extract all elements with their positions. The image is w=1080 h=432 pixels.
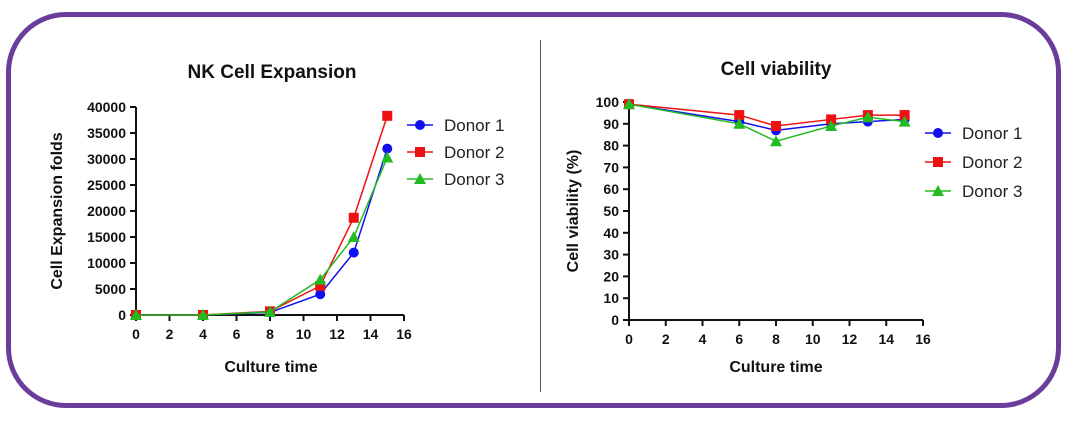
y-axis-label: Cell viability (%) (565, 150, 582, 273)
y-tick-label: 40000 (87, 99, 126, 115)
chart-nk-cell-expansion: NK Cell Expansion Culture time Cell Expa… (49, 62, 504, 376)
series-line-donor-1 (628, 103, 905, 132)
series-line-donor-3 (628, 103, 905, 143)
legend-marker-donor-1 (933, 128, 943, 138)
legend-marker-donor-1 (415, 120, 425, 130)
series-line-donor-2 (628, 103, 905, 127)
y-tick-label: 35000 (87, 125, 126, 141)
y-tick-label: 25000 (87, 177, 126, 193)
x-tick-label: 6 (735, 331, 743, 347)
data-point-donor-2 (899, 110, 910, 121)
legend-label-donor-3: Donor 3 (444, 170, 504, 189)
y-tick-label: 70 (603, 159, 619, 175)
y-tick-label: 20 (603, 268, 619, 284)
y-tick-label: 100 (596, 94, 620, 110)
data-point-donor-2 (348, 212, 359, 223)
data-point-donor-2 (382, 110, 393, 121)
data-point-donor-3 (825, 119, 838, 131)
y-tick-label: 0 (611, 312, 619, 328)
y-tick-label: 20000 (87, 203, 126, 219)
x-tick-label: 12 (329, 326, 345, 342)
x-tick-label: 4 (699, 331, 707, 347)
y-tick-label: 5000 (95, 281, 126, 297)
data-point-donor-3 (623, 98, 635, 110)
x-tick-label: 0 (625, 331, 633, 347)
y-tick-label: 30 (603, 247, 619, 263)
y-tick-label: 10000 (87, 255, 126, 271)
legend-marker-donor-3 (414, 173, 426, 184)
legend-marker-donor-3 (932, 185, 944, 196)
legend-label-donor-1: Donor 1 (962, 124, 1022, 143)
legend-marker-donor-2 (415, 147, 425, 157)
x-tick-label: 14 (363, 326, 379, 342)
legend-label-donor-1: Donor 1 (444, 116, 504, 135)
data-point-donor-1 (382, 143, 393, 154)
y-tick-label: 60 (603, 181, 619, 197)
x-axis-label: Culture time (729, 359, 822, 376)
data-point-donor-2 (315, 280, 326, 291)
legend-label-donor-2: Donor 2 (962, 153, 1022, 172)
panel-divider (540, 40, 541, 392)
x-tick-label: 10 (805, 331, 821, 347)
data-point-donor-2 (734, 110, 745, 121)
data-point-donor-3 (770, 135, 782, 147)
data-point-donor-3 (130, 309, 142, 320)
x-tick-label: 8 (772, 331, 780, 347)
y-tick-label: 50 (603, 203, 619, 219)
x-tick-label: 14 (878, 331, 894, 347)
x-tick-label: 2 (662, 331, 670, 347)
data-point-donor-3 (264, 305, 276, 317)
x-tick-label: 12 (842, 331, 858, 347)
data-point-donor-3 (861, 111, 874, 123)
x-tick-label: 0 (132, 326, 140, 342)
data-point-donor-1 (315, 289, 326, 300)
data-point-donor-3 (314, 273, 327, 285)
x-tick-label: 6 (233, 326, 241, 342)
y-tick-label: 40 (603, 225, 619, 241)
data-point-donor-3 (898, 115, 911, 127)
x-tick-label: 16 (915, 331, 931, 347)
series-line-donor-3 (136, 157, 388, 316)
x-tick-label: 4 (199, 326, 207, 342)
data-point-donor-2 (826, 114, 837, 125)
x-tick-label: 10 (296, 326, 312, 342)
chart-title: Cell viability (721, 59, 832, 80)
y-tick-label: 90 (603, 116, 619, 132)
data-point-donor-2 (771, 120, 781, 131)
legend-label-donor-2: Donor 2 (444, 143, 504, 162)
data-point-donor-1 (348, 247, 359, 258)
x-axis-label: Culture time (224, 359, 317, 376)
legend-label-donor-3: Donor 3 (962, 182, 1022, 201)
y-tick-label: 80 (603, 138, 619, 154)
legend-marker-donor-2 (933, 157, 943, 167)
data-point-donor-3 (197, 309, 209, 320)
y-tick-label: 0 (118, 307, 126, 323)
chart-title: NK Cell Expansion (188, 62, 357, 83)
x-tick-label: 8 (266, 326, 274, 342)
data-point-donor-3 (733, 117, 746, 129)
data-point-donor-3 (347, 231, 360, 242)
x-tick-label: 2 (166, 326, 174, 342)
rounded-frame (6, 12, 1061, 408)
data-point-donor-3 (381, 151, 394, 163)
y-tick-label: 30000 (87, 151, 126, 167)
x-tick-label: 16 (396, 326, 412, 342)
y-tick-label: 10 (603, 290, 619, 306)
y-axis-label: Cell Expansion folds (49, 132, 66, 289)
y-tick-label: 15000 (87, 229, 126, 245)
